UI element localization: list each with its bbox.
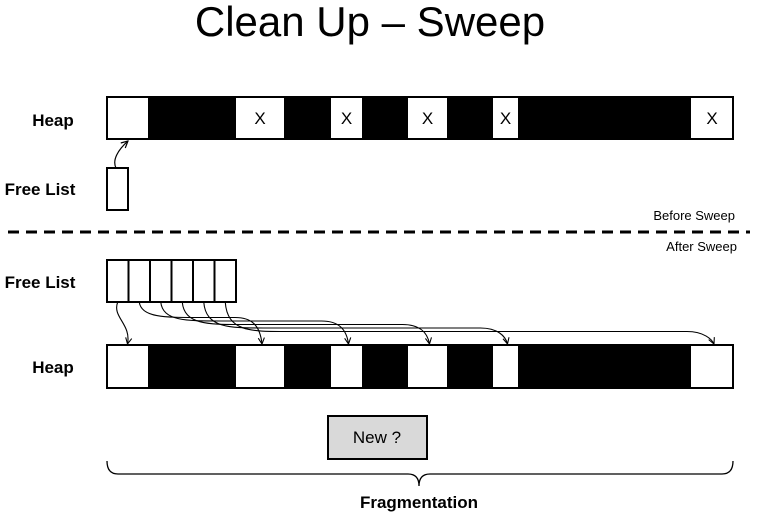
heap-block-live [284,345,331,388]
heap-block-garbage [691,97,733,139]
free-list-pointer [203,301,508,344]
fragmentation-brace [106,460,734,487]
heap-block-live [148,97,236,139]
heap-block-live [284,97,331,139]
free-list-pointers-after [116,301,714,344]
free-list-label-after: Free List [5,273,76,292]
heap-outline [106,344,734,389]
free-list-pointer [160,301,349,344]
heap-block-garbage [691,345,733,388]
free-list-cell [127,259,151,303]
heap-block-live [518,97,691,139]
garbage-mark: X [341,109,352,128]
free-list-pointer [138,301,262,344]
free-list-pointer [181,301,429,344]
page-title: Clean Up – Sweep [195,0,545,45]
free-list-cell [149,259,173,303]
free-list-cell [213,259,237,303]
heap-block-garbage [408,345,447,388]
heap-block-garbage [331,97,362,139]
heap-block-live [447,345,493,388]
free-list-pointer-before [114,141,128,169]
heap-outline [106,96,734,140]
heap-block-free [107,97,148,139]
garbage-mark: X [254,109,265,128]
before-sweep-caption: Before Sweep [653,208,735,223]
heap-block-garbage [331,345,362,388]
heap-block-garbage [408,97,447,139]
heap-block-live [447,97,493,139]
free-list-after [106,259,237,303]
heap-after [106,344,734,389]
heap-block-live [148,345,236,388]
heap-block-garbage [236,345,284,388]
heap-block-free [107,345,148,388]
heap-block-garbage [493,97,518,139]
free-list-pointer [224,301,714,344]
garbage-mark: X [706,109,717,128]
new-allocation-label: New ? [353,428,401,447]
heap-block-live [518,345,691,388]
free-list-cell [106,259,130,303]
new-allocation-button[interactable]: New ? [327,415,428,460]
heap-block-garbage [493,345,518,388]
fragmentation-label: Fragmentation [360,493,478,512]
free-list-cell-before [106,167,129,211]
heap-block-garbage [236,97,284,139]
free-list-label-before: Free List [5,180,76,199]
garbage-mark: X [422,109,433,128]
heap-label-after: Heap [32,358,74,377]
new-allocation-box [327,415,428,460]
free-list-cell [192,259,216,303]
heap-block-live [362,345,408,388]
heap-block-live [362,97,408,139]
after-sweep-caption: After Sweep [666,239,737,254]
free-list-pointer [116,301,128,344]
heap-label-before: Heap [32,111,74,130]
free-list-cell [170,259,194,303]
garbage-mark: X [500,109,511,128]
